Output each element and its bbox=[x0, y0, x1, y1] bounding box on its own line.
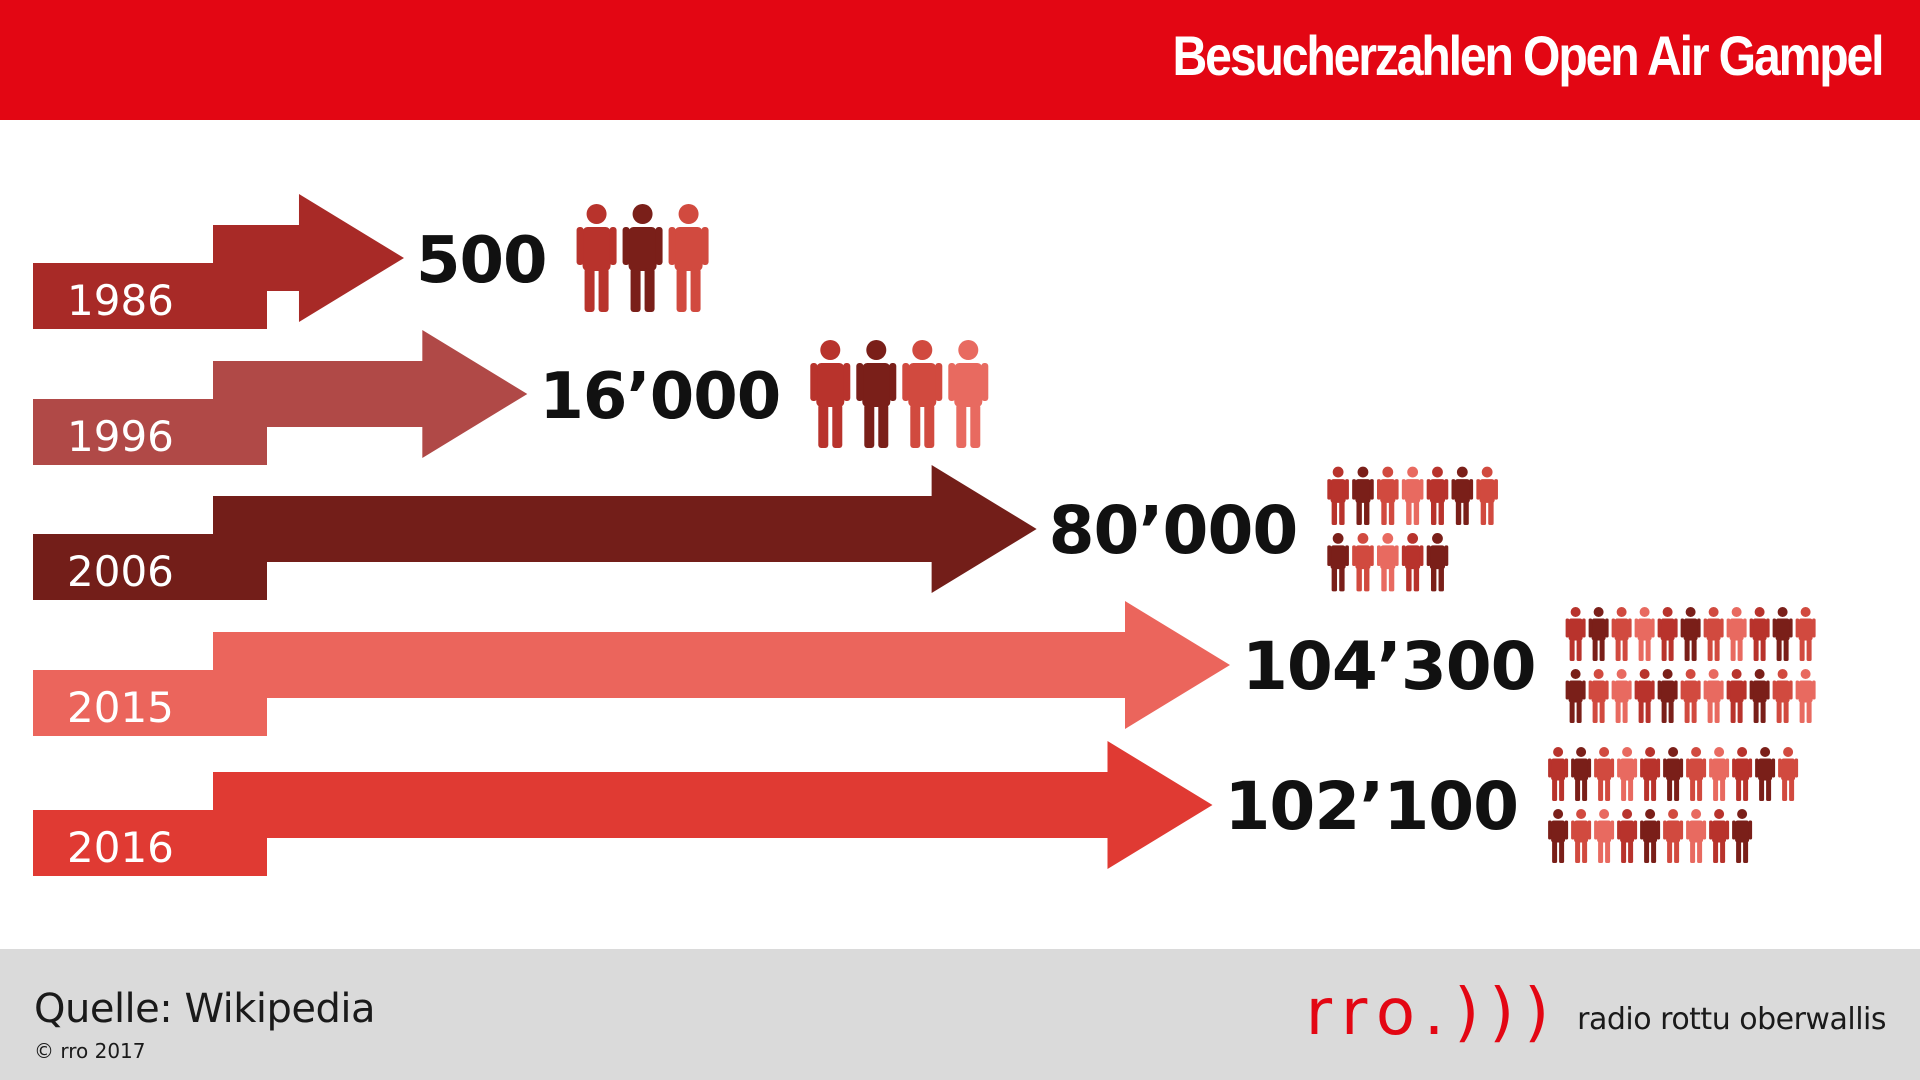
category-label-2016: 2016 bbox=[67, 823, 174, 872]
header-bar: Besucherzahlen Open Air Gampel bbox=[0, 0, 1920, 120]
person-icon bbox=[902, 340, 943, 448]
person-icon bbox=[1772, 607, 1793, 661]
person-icon bbox=[1327, 533, 1349, 592]
year-box-2016 bbox=[33, 810, 267, 876]
people-pictogram-1996 bbox=[810, 340, 989, 448]
value-label-1996: 16’000 bbox=[539, 360, 780, 434]
person-icon bbox=[576, 204, 617, 312]
source-label: Quelle: Wikipedia bbox=[34, 986, 376, 1032]
bar-arrow-1996 bbox=[213, 330, 528, 458]
person-icon bbox=[1376, 466, 1399, 525]
person-icon bbox=[1617, 747, 1638, 801]
person-icon bbox=[948, 340, 989, 448]
category-label-1996: 1996 bbox=[67, 412, 174, 461]
person-icon bbox=[1709, 747, 1730, 801]
person-icon bbox=[1401, 466, 1424, 525]
person-icon bbox=[1327, 466, 1349, 525]
person-icon bbox=[1680, 669, 1701, 723]
person-icon bbox=[1571, 809, 1592, 863]
logo-mark: rro.))) bbox=[1305, 976, 1560, 1050]
person-icon bbox=[1426, 533, 1449, 592]
copyright-label: © rro 2017 bbox=[34, 1039, 146, 1063]
person-icon bbox=[622, 204, 663, 312]
person-icon bbox=[1617, 809, 1638, 863]
person-icon bbox=[1680, 607, 1701, 661]
rro-logo: rro.))) radio rottu oberwallis bbox=[1305, 976, 1887, 1050]
person-icon bbox=[1588, 607, 1609, 661]
person-icon bbox=[1663, 747, 1684, 801]
person-icon bbox=[1565, 669, 1586, 723]
person-icon bbox=[1703, 607, 1724, 661]
footer-bar: Quelle: Wikipedia © rro 2017 rro.))) rad… bbox=[0, 949, 1920, 1080]
person-icon bbox=[1548, 747, 1569, 801]
person-icon bbox=[1778, 747, 1799, 801]
person-icon bbox=[1795, 669, 1816, 723]
person-icon bbox=[1726, 607, 1747, 661]
person-icon bbox=[810, 340, 851, 448]
person-icon bbox=[1594, 809, 1615, 863]
person-icon bbox=[1703, 669, 1724, 723]
person-icon bbox=[1726, 669, 1747, 723]
person-icon bbox=[1401, 533, 1424, 592]
person-icon bbox=[1657, 669, 1678, 723]
category-label-2015: 2015 bbox=[67, 683, 174, 732]
person-icon bbox=[1611, 669, 1632, 723]
people-pictogram-1986 bbox=[576, 204, 709, 312]
arrow-chart: 1986 500 1996 16’000 2006 80’000 2015 104’300 20… bbox=[33, 194, 1816, 876]
people-pictogram-2006 bbox=[1327, 466, 1498, 592]
value-label-2016: 102’100 bbox=[1224, 768, 1518, 845]
bar-arrow-2006 bbox=[213, 465, 1037, 593]
person-icon bbox=[1772, 669, 1793, 723]
person-icon bbox=[1755, 747, 1776, 801]
people-pictogram-2016 bbox=[1548, 747, 1799, 863]
bar-arrow-2015 bbox=[213, 601, 1230, 729]
person-icon bbox=[856, 340, 897, 448]
category-label-2006: 2006 bbox=[67, 547, 174, 596]
value-label-2006: 80’000 bbox=[1049, 492, 1298, 569]
year-box-1986 bbox=[33, 263, 267, 329]
person-icon bbox=[1548, 809, 1569, 863]
person-icon bbox=[1451, 466, 1474, 525]
person-icon bbox=[1634, 607, 1655, 661]
person-icon bbox=[1640, 747, 1661, 801]
person-icon bbox=[1709, 809, 1730, 863]
value-label-2015: 104’300 bbox=[1242, 628, 1536, 705]
year-box-1996 bbox=[33, 399, 267, 465]
person-icon bbox=[1686, 809, 1707, 863]
person-icon bbox=[1634, 669, 1655, 723]
people-pictogram-2015 bbox=[1565, 607, 1816, 723]
person-icon bbox=[1588, 669, 1609, 723]
person-icon bbox=[1352, 533, 1374, 592]
person-icon bbox=[1476, 466, 1498, 525]
value-label-1986: 500 bbox=[416, 224, 547, 298]
person-icon bbox=[1732, 809, 1753, 863]
person-icon bbox=[1352, 466, 1374, 525]
person-icon bbox=[1657, 607, 1678, 661]
person-icon bbox=[668, 204, 709, 312]
person-icon bbox=[1376, 533, 1399, 592]
person-icon bbox=[1611, 607, 1632, 661]
person-icon bbox=[1686, 747, 1707, 801]
person-icon bbox=[1640, 809, 1661, 863]
person-icon bbox=[1663, 809, 1684, 863]
bar-arrow-2016 bbox=[213, 741, 1213, 869]
chart-title: Besucherzahlen Open Air Gampel bbox=[1172, 24, 1884, 87]
person-icon bbox=[1565, 607, 1586, 661]
year-box-2006 bbox=[33, 534, 267, 600]
person-icon bbox=[1426, 466, 1449, 525]
person-icon bbox=[1571, 747, 1592, 801]
person-icon bbox=[1795, 607, 1816, 661]
person-icon bbox=[1732, 747, 1753, 801]
person-icon bbox=[1594, 747, 1615, 801]
person-icon bbox=[1749, 669, 1770, 723]
person-icon bbox=[1749, 607, 1770, 661]
category-label-1986: 1986 bbox=[67, 276, 174, 325]
logo-text: radio rottu oberwallis bbox=[1577, 1002, 1886, 1037]
year-box-2015 bbox=[33, 670, 267, 736]
